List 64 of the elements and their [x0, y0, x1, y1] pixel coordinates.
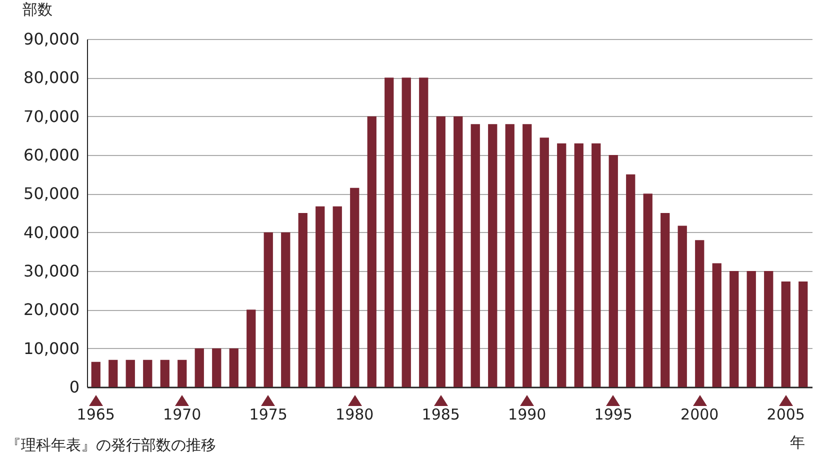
bar — [626, 174, 636, 387]
x-axis-title: 年 — [790, 434, 805, 452]
bar — [678, 226, 687, 387]
bar — [746, 271, 756, 387]
bar — [384, 78, 394, 387]
x-tick-label: 1965 — [76, 406, 115, 424]
bar — [91, 362, 100, 387]
y-tick-label: 60,000 — [24, 146, 80, 164]
bar — [316, 206, 325, 387]
bar — [712, 263, 722, 387]
bar — [454, 116, 463, 387]
bar — [643, 194, 652, 387]
text: 『理科年表』の発行部数の推移 — [6, 436, 216, 455]
x-tick-label: 1975 — [249, 406, 288, 424]
bar — [160, 360, 170, 387]
x-tick-label: 1990 — [508, 406, 546, 424]
bar — [178, 360, 187, 387]
x-tick-label: 2005 — [766, 406, 805, 424]
y-tick-label: 10,000 — [24, 338, 80, 358]
y-axis-title: 部数 — [22, 0, 52, 18]
bar — [574, 143, 584, 387]
bar — [781, 281, 790, 387]
bar — [281, 232, 290, 387]
y-tick-label: 80,000 — [24, 68, 80, 88]
bar — [730, 271, 739, 387]
bar — [798, 281, 808, 387]
x-tick-label: 1970 — [163, 406, 202, 424]
bar — [540, 138, 549, 387]
bar — [246, 310, 256, 387]
x-tick-label: 1995 — [594, 406, 632, 424]
bar — [488, 124, 498, 387]
bar — [143, 360, 152, 387]
bar — [695, 240, 704, 387]
bar — [592, 143, 601, 387]
y-tick-label: 40,000 — [24, 222, 80, 242]
y-tick-label: 90,000 — [24, 30, 80, 48]
bar — [229, 348, 238, 387]
y-tick-label: 50,000 — [24, 184, 80, 204]
x-tick-label: 1985 — [422, 406, 460, 424]
bar — [470, 124, 480, 387]
bar — [402, 78, 411, 387]
bar — [332, 206, 342, 387]
bar — [522, 124, 532, 387]
y-tick-label: 70,000 — [24, 106, 80, 126]
bar — [212, 348, 222, 387]
bar — [350, 188, 360, 387]
bar — [557, 143, 566, 387]
x-tick-label: 2000 — [680, 406, 719, 424]
bar — [367, 116, 376, 387]
bar — [419, 78, 428, 387]
bar — [608, 155, 618, 387]
y-tick-label: 0 — [69, 378, 80, 396]
bar — [764, 271, 774, 387]
y-tick-label: 30,000 — [24, 262, 80, 280]
bar — [298, 213, 308, 387]
bar — [126, 360, 135, 387]
y-tick-label: 20,000 — [24, 300, 80, 320]
bar — [108, 360, 118, 387]
bar — [194, 348, 204, 387]
bar — [505, 124, 514, 387]
bar — [436, 116, 446, 387]
bar — [660, 213, 670, 387]
bar — [264, 232, 273, 387]
x-tick-label: 1980 — [336, 406, 374, 424]
